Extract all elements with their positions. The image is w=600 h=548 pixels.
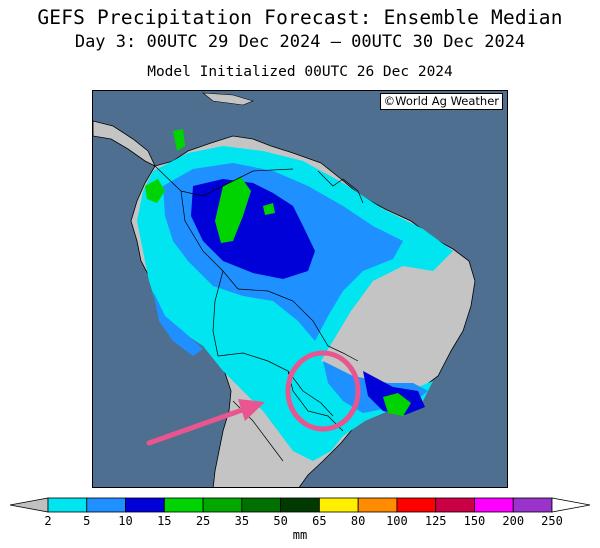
forecast-period: Day 3: 00UTC 29 Dec 2024 — 00UTC 30 Dec … — [74, 32, 526, 52]
colorbar-cell — [357, 497, 398, 513]
colorbar-cell — [47, 497, 88, 513]
colorbar-tick-label: 5 — [83, 514, 91, 528]
chart-title: GEFS Precipitation Forecast: Ensemble Me… — [37, 6, 563, 29]
colorbar-cell — [474, 497, 514, 513]
colorbar-tick-label: 80 — [350, 514, 366, 528]
colorbar-tick-label: 125 — [424, 514, 447, 528]
colorbar-tick-label: 2 — [44, 514, 52, 528]
precipitation-map: ©World Ag Weather — [92, 90, 508, 488]
country-borders — [154, 165, 364, 462]
colorbar-tick-label: 200 — [502, 514, 525, 528]
colorbar-cell — [435, 497, 475, 513]
highlight-arrow-head — [238, 399, 265, 421]
highlight-circle — [285, 350, 361, 432]
colorbar-tick-label: 35 — [234, 514, 250, 528]
precip-fields — [137, 129, 453, 461]
colorbar-cell — [86, 497, 126, 513]
colorbar-units: mm — [292, 528, 308, 542]
colorbar-cell — [125, 497, 165, 513]
land-caribbean-island — [202, 92, 254, 106]
colorbar-cell — [280, 497, 320, 513]
colorbar-cell — [318, 497, 359, 513]
colorbar-over-triangle — [551, 497, 591, 513]
colorbar-cell — [202, 497, 243, 513]
colorbar-tick-label: 65 — [312, 514, 327, 528]
highlight-arrow-shaft — [146, 406, 248, 446]
model-init-time: Model Initialized 00UTC 26 Dec 2024 — [147, 64, 453, 80]
colorbar-tick-label: 50 — [273, 514, 288, 528]
map-canvas — [93, 92, 476, 487]
colorbar — [9, 497, 591, 513]
colorbar-tick-label: 15 — [157, 514, 172, 528]
colorbar-tick-label: 100 — [386, 514, 408, 528]
colorbar-cell — [163, 497, 204, 513]
colorbar-tick-label: 150 — [463, 514, 486, 528]
land-central-america — [93, 120, 156, 167]
colorbar-cell — [512, 497, 553, 513]
colorbar-tick-label: 10 — [118, 514, 133, 528]
colorbar-under-triangle — [9, 497, 49, 513]
colorbar-tick-label: 25 — [195, 514, 211, 528]
colorbar-tick-label: 250 — [541, 514, 563, 528]
colorbar-cell — [396, 497, 437, 513]
colorbar-cell — [241, 497, 282, 513]
credit-label: ©World Ag Weather — [379, 93, 503, 110]
